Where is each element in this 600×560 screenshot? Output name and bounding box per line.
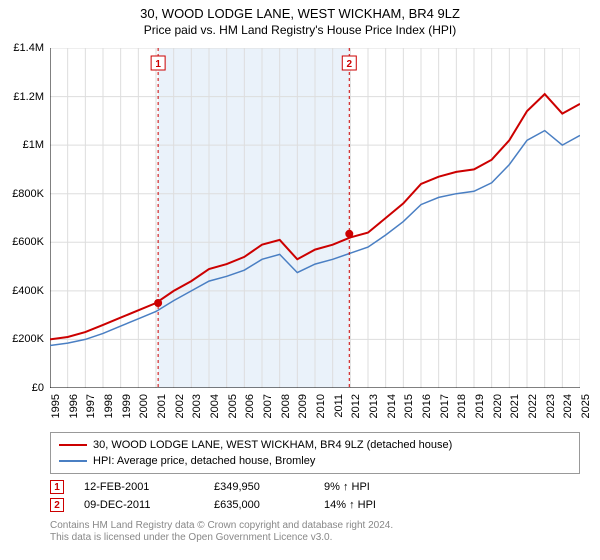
x-tick-label: 2010 bbox=[315, 394, 327, 418]
sales-table: 1 12-FEB-2001 £349,950 9% ↑ HPI 2 09-DEC-2011… bbox=[50, 478, 580, 514]
chart-subtitle: Price paid vs. HM Land Registry's House … bbox=[0, 23, 600, 37]
y-tick-label: £200K bbox=[12, 333, 44, 345]
x-tick-label: 2003 bbox=[191, 394, 203, 418]
sale-hpi: 9% ↑ HPI bbox=[324, 481, 414, 493]
sale-hpi: 14% ↑ HPI bbox=[324, 499, 414, 511]
x-tick-label: 2001 bbox=[156, 394, 168, 418]
svg-text:2: 2 bbox=[346, 59, 352, 70]
y-tick-label: £600K bbox=[12, 236, 44, 248]
x-tick-label: 2000 bbox=[138, 394, 150, 418]
x-tick-label: 2017 bbox=[439, 394, 451, 418]
sale-marker: 2 bbox=[50, 498, 64, 512]
sale-price: £635,000 bbox=[214, 499, 304, 511]
x-axis: 1995 1996 1997 1998 1999 2000 2001 2002 2003 2004… bbox=[50, 390, 580, 430]
x-tick-label: 2024 bbox=[562, 394, 574, 418]
x-tick-label: 2021 bbox=[509, 394, 521, 418]
x-tick-label: 2009 bbox=[297, 394, 309, 418]
y-tick-label: £400K bbox=[12, 285, 44, 297]
x-tick-label: 2007 bbox=[262, 394, 274, 418]
legend-item: HPI: Average price, detached house, Brom… bbox=[59, 453, 571, 469]
sale-row: 1 12-FEB-2001 £349,950 9% ↑ HPI bbox=[50, 478, 580, 496]
x-tick-label: 1999 bbox=[121, 394, 133, 418]
legend-label: 30, WOOD LODGE LANE, WEST WICKHAM, BR4 9… bbox=[93, 439, 452, 451]
x-tick-label: 2019 bbox=[474, 394, 486, 418]
legend-swatch bbox=[59, 460, 87, 462]
x-tick-label: 2015 bbox=[403, 394, 415, 418]
sale-marker: 1 bbox=[50, 480, 64, 494]
x-tick-label: 2014 bbox=[386, 394, 398, 418]
x-tick-label: 2023 bbox=[545, 394, 557, 418]
x-tick-label: 2005 bbox=[227, 394, 239, 418]
x-tick-label: 2002 bbox=[174, 394, 186, 418]
chart-container: 30, WOOD LODGE LANE, WEST WICKHAM, BR4 9… bbox=[0, 0, 600, 560]
x-tick-label: 2012 bbox=[350, 394, 362, 418]
x-tick-label: 2022 bbox=[527, 394, 539, 418]
legend-item: 30, WOOD LODGE LANE, WEST WICKHAM, BR4 9… bbox=[59, 437, 571, 453]
x-tick-label: 2008 bbox=[280, 394, 292, 418]
legend-label: HPI: Average price, detached house, Brom… bbox=[93, 455, 315, 467]
legend: 30, WOOD LODGE LANE, WEST WICKHAM, BR4 9… bbox=[50, 432, 580, 474]
y-tick-label: £800K bbox=[12, 188, 44, 200]
y-axis: £0£200K£400K£600K£800K£1M£1.2M£1.4M bbox=[0, 48, 48, 388]
footer-line-2: This data is licensed under the Open Gov… bbox=[50, 532, 580, 544]
x-tick-label: 2025 bbox=[580, 394, 592, 418]
sale-date: 12-FEB-2001 bbox=[84, 481, 194, 493]
svg-text:1: 1 bbox=[155, 59, 161, 70]
x-tick-label: 1995 bbox=[50, 394, 62, 418]
x-tick-label: 2018 bbox=[456, 394, 468, 418]
y-tick-label: £0 bbox=[32, 382, 44, 394]
x-tick-label: 2004 bbox=[209, 394, 221, 418]
chart-title: 30, WOOD LODGE LANE, WEST WICKHAM, BR4 9… bbox=[0, 6, 600, 21]
x-tick-label: 1997 bbox=[85, 394, 97, 418]
x-tick-label: 1996 bbox=[68, 394, 80, 418]
sale-date: 09-DEC-2011 bbox=[84, 499, 194, 511]
y-tick-label: £1M bbox=[23, 139, 44, 151]
legend-swatch bbox=[59, 444, 87, 446]
footer-line-1: Contains HM Land Registry data © Crown c… bbox=[50, 520, 580, 532]
x-tick-label: 2011 bbox=[333, 394, 345, 418]
x-tick-label: 1998 bbox=[103, 394, 115, 418]
sale-price: £349,950 bbox=[214, 481, 304, 493]
y-tick-label: £1.2M bbox=[13, 91, 44, 103]
x-tick-label: 2016 bbox=[421, 394, 433, 418]
x-tick-label: 2020 bbox=[492, 394, 504, 418]
sale-row: 2 09-DEC-2011 £635,000 14% ↑ HPI bbox=[50, 496, 580, 514]
x-tick-label: 2013 bbox=[368, 394, 380, 418]
chart-svg: 12 bbox=[50, 48, 580, 388]
chart-area: 12 bbox=[50, 48, 580, 388]
x-tick-label: 2006 bbox=[244, 394, 256, 418]
y-tick-label: £1.4M bbox=[13, 42, 44, 54]
title-block: 30, WOOD LODGE LANE, WEST WICKHAM, BR4 9… bbox=[0, 0, 600, 39]
footer: Contains HM Land Registry data © Crown c… bbox=[50, 520, 580, 544]
